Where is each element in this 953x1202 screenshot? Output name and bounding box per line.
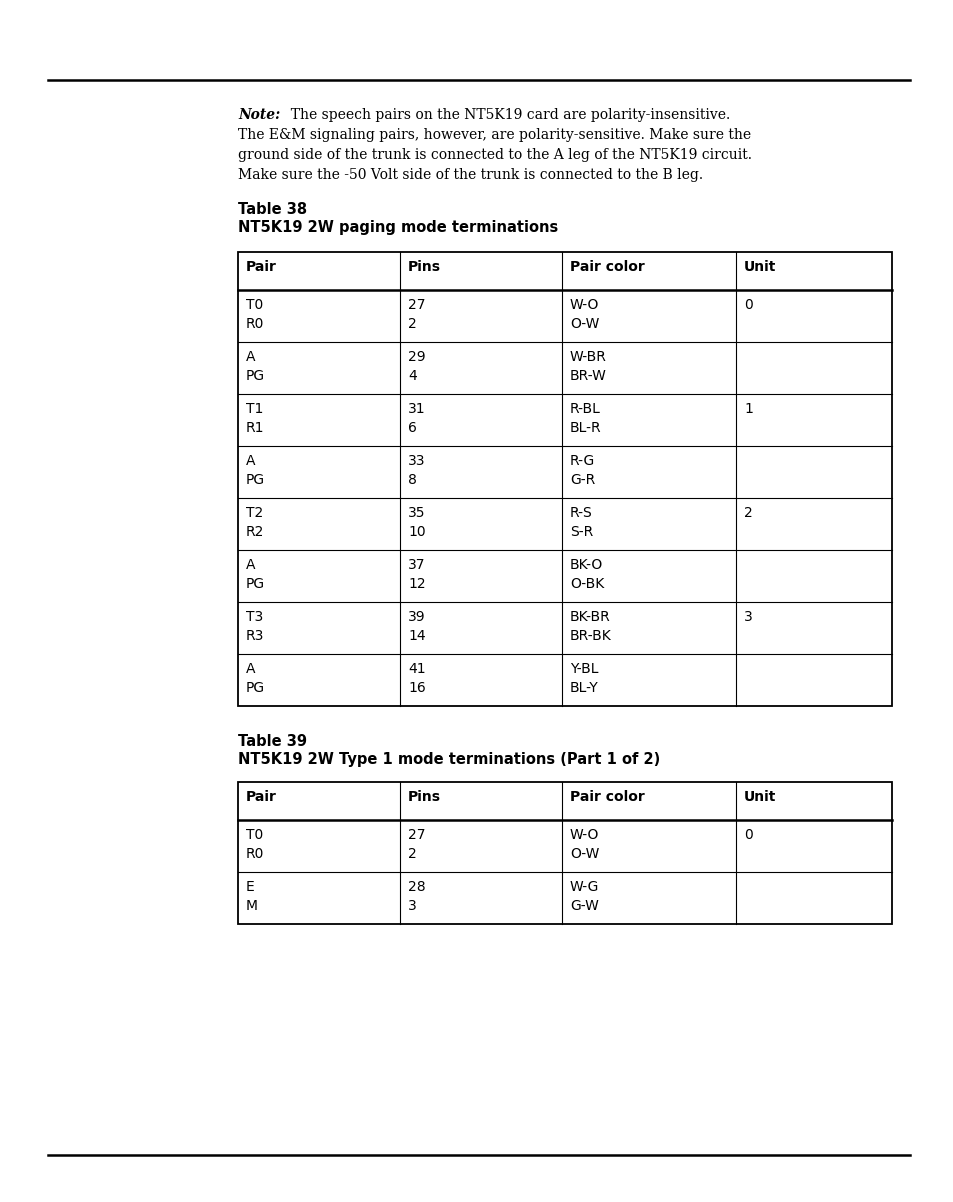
Text: 27
2: 27 2 <box>408 298 425 332</box>
Text: Pins: Pins <box>408 790 440 804</box>
Text: 33
8: 33 8 <box>408 454 425 488</box>
Text: Table 38: Table 38 <box>237 202 307 218</box>
Text: T2
R2: T2 R2 <box>246 506 264 540</box>
Text: NT5K19 2W paging mode terminations: NT5K19 2W paging mode terminations <box>237 220 558 236</box>
Text: 35
10: 35 10 <box>408 506 425 540</box>
Text: W-G
G-W: W-G G-W <box>569 880 598 914</box>
Text: Pins: Pins <box>408 260 440 274</box>
Text: 27
2: 27 2 <box>408 828 425 862</box>
Text: T0
R0: T0 R0 <box>246 298 264 332</box>
Bar <box>237 783 891 924</box>
Text: BK-O
O-BK: BK-O O-BK <box>569 558 603 591</box>
Text: 28
3: 28 3 <box>408 880 425 914</box>
Text: 39
14: 39 14 <box>408 609 425 643</box>
Text: 1: 1 <box>743 401 752 416</box>
Text: R-G
G-R: R-G G-R <box>569 454 595 488</box>
Text: A
PG: A PG <box>246 454 265 488</box>
Text: Pair color: Pair color <box>569 790 644 804</box>
Text: R-BL
BL-R: R-BL BL-R <box>569 401 601 435</box>
Text: 2: 2 <box>743 506 752 520</box>
Text: T3
R3: T3 R3 <box>246 609 264 643</box>
Text: Note:: Note: <box>237 108 280 121</box>
Text: Y-BL
BL-Y: Y-BL BL-Y <box>569 662 598 696</box>
Text: Unit: Unit <box>743 790 776 804</box>
Text: BK-BR
BR-BK: BK-BR BR-BK <box>569 609 611 643</box>
Text: T1
R1: T1 R1 <box>246 401 264 435</box>
Text: A
PG: A PG <box>246 662 265 696</box>
Text: Pair: Pair <box>246 790 276 804</box>
Text: NT5K19 2W Type 1 mode terminations (Part 1 of 2): NT5K19 2W Type 1 mode terminations (Part… <box>237 752 659 767</box>
Text: A
PG: A PG <box>246 350 265 383</box>
Text: The speech pairs on the NT5K19 card are polarity-insensitive.: The speech pairs on the NT5K19 card are … <box>282 108 729 121</box>
Text: W-BR
BR-W: W-BR BR-W <box>569 350 606 383</box>
Text: 37
12: 37 12 <box>408 558 425 591</box>
Text: Table 39: Table 39 <box>237 734 307 749</box>
Text: W-O
O-W: W-O O-W <box>569 298 598 332</box>
Text: E
M: E M <box>246 880 257 914</box>
Text: 0: 0 <box>743 828 752 841</box>
Text: Make sure the -50 Volt side of the trunk is connected to the B leg.: Make sure the -50 Volt side of the trunk… <box>237 168 702 182</box>
Text: 0: 0 <box>743 298 752 313</box>
Text: W-O
O-W: W-O O-W <box>569 828 598 862</box>
Text: The E&M signaling pairs, however, are polarity-sensitive. Make sure the: The E&M signaling pairs, however, are po… <box>237 127 750 142</box>
Text: 3: 3 <box>743 609 752 624</box>
Text: Pair: Pair <box>246 260 276 274</box>
Text: A
PG: A PG <box>246 558 265 591</box>
Text: 29
4: 29 4 <box>408 350 425 383</box>
Bar <box>237 252 891 706</box>
Text: Pair color: Pair color <box>569 260 644 274</box>
Text: R-S
S-R: R-S S-R <box>569 506 593 540</box>
Text: 41
16: 41 16 <box>408 662 425 696</box>
Text: Unit: Unit <box>743 260 776 274</box>
Text: 31
6: 31 6 <box>408 401 425 435</box>
Text: T0
R0: T0 R0 <box>246 828 264 862</box>
Text: ground side of the trunk is connected to the A leg of the NT5K19 circuit.: ground side of the trunk is connected to… <box>237 148 751 162</box>
